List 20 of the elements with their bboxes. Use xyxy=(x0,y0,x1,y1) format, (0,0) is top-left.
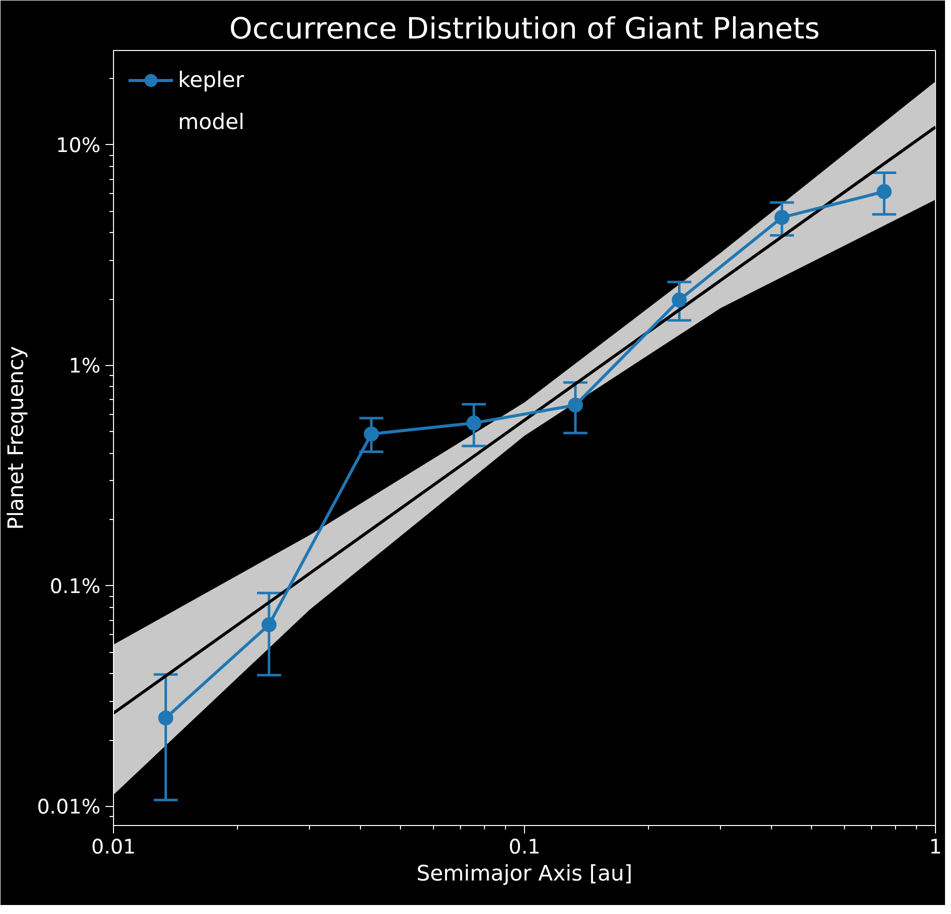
x-tick-label: 0.01 xyxy=(91,834,136,858)
chart-title: Occurrence Distribution of Giant Planets xyxy=(229,12,820,46)
point xyxy=(466,416,482,431)
y-tick-label: 0.01% xyxy=(36,794,101,818)
point xyxy=(262,617,277,632)
y-tick-label: 0.1% xyxy=(50,574,100,598)
point xyxy=(672,292,687,308)
y-tick-label: 10% xyxy=(56,132,100,157)
x-tick-label: 0.1 xyxy=(508,834,540,858)
point xyxy=(568,398,583,413)
text: model xyxy=(178,110,244,134)
legend-label: kepler xyxy=(178,68,244,92)
point xyxy=(774,210,790,225)
y-tick-label: 1% xyxy=(68,353,101,378)
point xyxy=(876,184,892,200)
x-tick-label: 1 xyxy=(929,834,942,858)
y-axis-title: Planet Frequency xyxy=(4,346,29,530)
point xyxy=(158,710,174,726)
point xyxy=(364,426,379,442)
x-axis-title: Semimajor Axis [au] xyxy=(416,862,633,886)
